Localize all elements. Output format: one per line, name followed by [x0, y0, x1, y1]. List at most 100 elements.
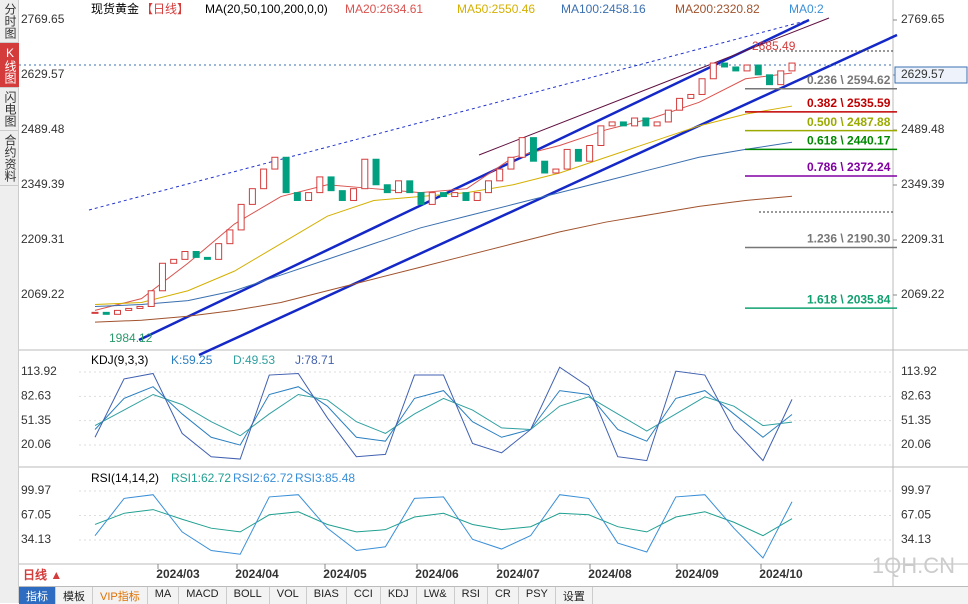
bottom-tab[interactable]: BIAS: [307, 587, 347, 604]
candle: [158, 262, 166, 292]
sidebar: 分时图 K线图 闪电图 合约资料: [0, 0, 21, 603]
candle: [293, 192, 301, 201]
candle: [203, 256, 211, 260]
header-text: MA(20,50,100,200,0,0): [205, 2, 328, 16]
y-tick-label: 20.06: [901, 437, 931, 451]
candle: [350, 188, 358, 201]
side-tab[interactable]: 分时图: [0, 0, 21, 43]
y-tick-label: 20.06: [21, 437, 51, 451]
candle: [743, 64, 751, 72]
indicator-line: [94, 494, 793, 559]
y-tick-label: 2209.31: [21, 232, 65, 246]
bottom-tab[interactable]: LW&: [417, 587, 455, 604]
channel: [478, 17, 830, 156]
date-label: 2024/08: [588, 567, 632, 581]
y-tick-label: 2769.65: [901, 12, 945, 26]
y-tick-label: 2489.48: [901, 122, 945, 136]
bottom-tab[interactable]: KDJ: [381, 587, 417, 604]
candle: [102, 311, 110, 315]
header-text: MA200:2320.82: [675, 2, 760, 16]
panel-header: RSI1:62.72: [171, 471, 231, 485]
side-tab[interactable]: 闪电图: [0, 88, 21, 131]
bottom-tab[interactable]: CR: [488, 587, 519, 604]
candle: [417, 192, 425, 205]
header-text: MA100:2458.16: [561, 2, 646, 16]
y-tick-label: 2069.22: [901, 287, 945, 301]
candle: [406, 180, 414, 194]
panel-header: D:49.53: [233, 353, 275, 367]
header-text: 现货黄金: [91, 1, 139, 16]
panel-header: K:59.25: [171, 353, 213, 367]
candle: [518, 137, 526, 158]
candle: [664, 109, 672, 123]
bottom-tab[interactable]: 指标: [19, 587, 56, 604]
bottom-tab[interactable]: MA: [148, 587, 180, 604]
candle: [642, 117, 650, 127]
y-tick-label: 67.05: [21, 508, 51, 522]
last-label: 2629.57: [901, 67, 945, 81]
bottom-tab[interactable]: CCI: [347, 587, 381, 604]
bottom-tab[interactable]: 设置: [556, 587, 593, 604]
candle: [372, 158, 380, 186]
channel: [138, 18, 810, 342]
ma-line: [94, 141, 793, 307]
channel: [88, 19, 810, 211]
candle: [507, 156, 515, 170]
y-tick-label: 51.35: [21, 413, 51, 427]
bottom-tab[interactable]: RSI: [455, 587, 488, 604]
candle: [147, 290, 155, 307]
candle: [136, 305, 144, 309]
ma-line: [94, 195, 793, 323]
candle: [338, 190, 346, 201]
candle: [91, 311, 99, 314]
candle: [181, 251, 189, 260]
candle: [608, 121, 616, 127]
y-tick-label: 113.92: [901, 364, 937, 378]
candle: [676, 97, 684, 111]
y-tick-label: 99.97: [21, 483, 51, 497]
candle: [170, 258, 178, 264]
bottom-tab[interactable]: VOL: [270, 587, 307, 604]
y-tick-label: 82.63: [901, 389, 931, 403]
candle: [732, 66, 740, 72]
side-tab[interactable]: K线图: [0, 43, 21, 88]
candle: [383, 184, 391, 194]
bottom-tab[interactable]: BOLL: [227, 587, 270, 604]
candle: [754, 64, 762, 76]
candle: [428, 192, 436, 205]
date-label: 2024/03: [156, 567, 200, 581]
bottom-tab[interactable]: PSY: [519, 587, 556, 604]
bottom-tab[interactable]: 模板: [56, 587, 93, 604]
header-text: MA50:2550.46: [457, 2, 535, 16]
y-tick-label: 99.97: [901, 483, 931, 497]
candle: [721, 62, 729, 68]
y-tick-label: 2629.57: [21, 67, 65, 81]
candle: [316, 176, 324, 194]
candle: [440, 192, 447, 198]
candle: [574, 148, 582, 162]
y-tick-label: 2209.31: [901, 232, 945, 246]
bottom-tab[interactable]: MACD: [179, 587, 227, 604]
candle: [529, 137, 537, 162]
candle: [282, 156, 290, 194]
candle: [248, 188, 256, 205]
y-tick-label: 2769.65: [21, 12, 65, 26]
candle: [271, 156, 279, 170]
y-tick-label: 34.13: [21, 532, 51, 546]
tab-bar: 指标 模板 VIP指标 MA MACD BOLL VOL BIAS CCI KDJ LW& RSI CR…: [19, 586, 968, 604]
fib-label: 0.786 \ 2372.24: [807, 160, 891, 174]
date-label: 2024/07: [496, 567, 540, 581]
candle: [552, 168, 560, 174]
indicator-line: [94, 366, 793, 462]
fib-label: 1.236 \ 2190.30: [807, 232, 891, 246]
candle: [395, 180, 403, 194]
side-tab[interactable]: 合约资料: [0, 131, 21, 186]
bottom-tab[interactable]: VIP指标: [93, 587, 148, 604]
period-label[interactable]: 日线 ▲: [23, 567, 62, 582]
candle: [473, 192, 481, 201]
y-tick-label: 113.92: [21, 364, 57, 378]
indicator-line: [94, 509, 793, 537]
fib-label: 1.618 \ 2035.84: [807, 292, 891, 306]
date-label: 2024/10: [759, 567, 803, 581]
panel-header: RSI(14,14,2): [91, 471, 159, 485]
